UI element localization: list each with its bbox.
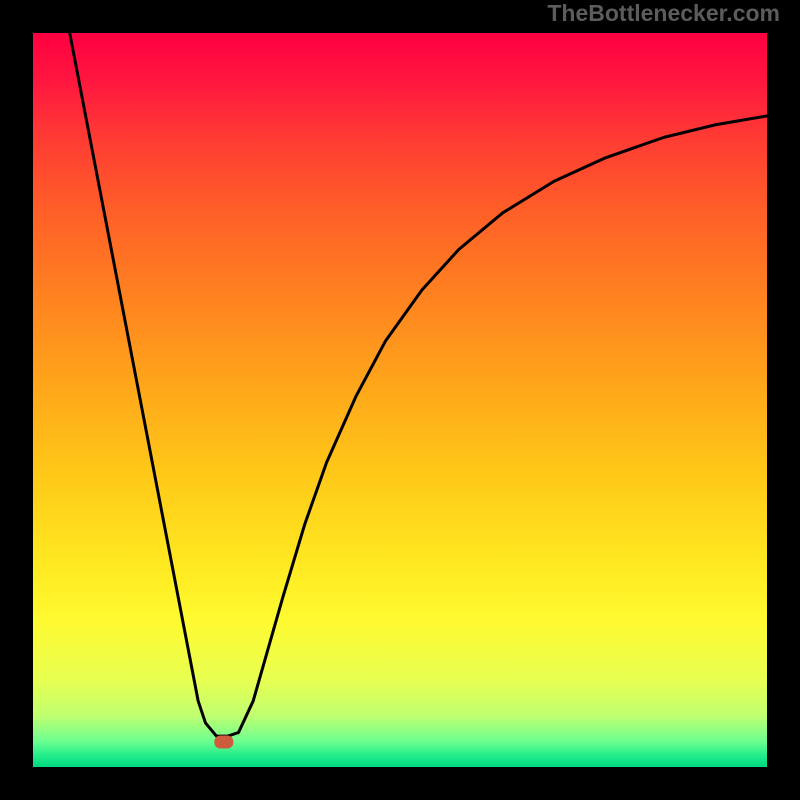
optimum-marker <box>214 736 233 749</box>
chart-svg <box>0 0 800 800</box>
watermark-text: TheBottlenecker.com <box>547 0 780 27</box>
chart-container: TheBottlenecker.com <box>0 0 800 800</box>
gradient-fill <box>33 33 767 767</box>
